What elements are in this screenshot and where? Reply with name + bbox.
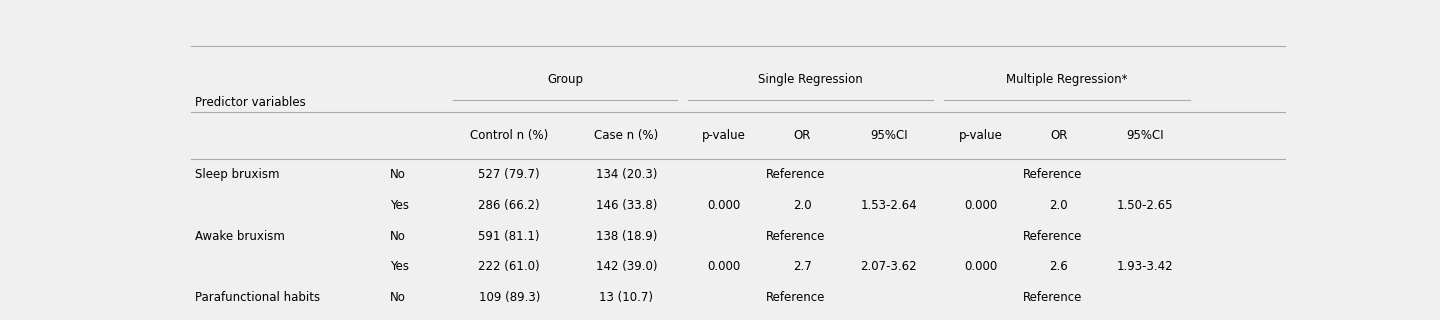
Text: 146 (33.8): 146 (33.8) <box>596 199 657 212</box>
Text: Case n (%): Case n (%) <box>595 129 658 142</box>
Text: 142 (39.0): 142 (39.0) <box>596 260 657 273</box>
Text: 95%CI: 95%CI <box>870 129 907 142</box>
Text: No: No <box>390 168 406 181</box>
Text: Reference: Reference <box>1022 230 1081 243</box>
Text: 13 (10.7): 13 (10.7) <box>599 291 654 304</box>
Text: 286 (66.2): 286 (66.2) <box>478 199 540 212</box>
Text: 109 (89.3): 109 (89.3) <box>478 291 540 304</box>
Text: Reference: Reference <box>1022 168 1081 181</box>
Text: p-value: p-value <box>703 129 746 142</box>
Text: 527 (79.7): 527 (79.7) <box>478 168 540 181</box>
Text: Group: Group <box>547 73 583 85</box>
Text: 2.6: 2.6 <box>1050 260 1068 273</box>
Text: Reference: Reference <box>766 168 825 181</box>
Text: 2.0: 2.0 <box>793 199 812 212</box>
Text: 2.0: 2.0 <box>1050 199 1068 212</box>
Text: 222 (61.0): 222 (61.0) <box>478 260 540 273</box>
Text: Single Regression: Single Regression <box>759 73 863 85</box>
Text: OR: OR <box>1050 129 1067 142</box>
Text: Predictor variables: Predictor variables <box>194 96 305 109</box>
Text: Multiple Regression*: Multiple Regression* <box>1007 73 1128 85</box>
Text: 134 (20.3): 134 (20.3) <box>596 168 657 181</box>
Text: p-value: p-value <box>959 129 1002 142</box>
Text: 0.000: 0.000 <box>965 199 998 212</box>
Text: 591 (81.1): 591 (81.1) <box>478 230 540 243</box>
Text: No: No <box>390 291 406 304</box>
Text: Awake bruxism: Awake bruxism <box>194 230 284 243</box>
Text: OR: OR <box>793 129 811 142</box>
Text: 1.93-3.42: 1.93-3.42 <box>1117 260 1174 273</box>
Text: Reference: Reference <box>1022 291 1081 304</box>
Text: 0.000: 0.000 <box>707 199 740 212</box>
Text: Reference: Reference <box>766 291 825 304</box>
Text: 2.07-3.62: 2.07-3.62 <box>860 260 917 273</box>
Text: 0.000: 0.000 <box>707 260 740 273</box>
Text: Sleep bruxism: Sleep bruxism <box>194 168 279 181</box>
Text: Control n (%): Control n (%) <box>469 129 549 142</box>
Text: Yes: Yes <box>390 199 409 212</box>
Text: 1.50-2.65: 1.50-2.65 <box>1117 199 1174 212</box>
Text: No: No <box>390 230 406 243</box>
Text: 0.000: 0.000 <box>965 260 998 273</box>
Text: 138 (18.9): 138 (18.9) <box>596 230 657 243</box>
Text: Yes: Yes <box>390 260 409 273</box>
Text: 95%CI: 95%CI <box>1126 129 1164 142</box>
Text: Reference: Reference <box>766 230 825 243</box>
Text: 2.7: 2.7 <box>793 260 812 273</box>
Text: Parafunctional habits: Parafunctional habits <box>194 291 320 304</box>
Text: 1.53-2.64: 1.53-2.64 <box>860 199 917 212</box>
